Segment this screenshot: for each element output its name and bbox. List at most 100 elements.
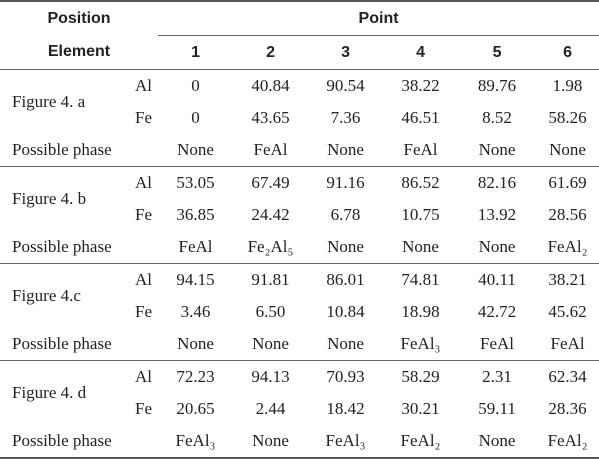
value-cell: 7.36 [330,108,361,127]
value-cell: 20.65 [176,399,215,418]
phase-cell: None [327,237,364,256]
value-cell: 86.52 [383,166,459,199]
element-row: Figure 4.c Al 94.15 91.81 86.01 74.81 40.11 38.… [0,263,599,328]
figure-label: Figure 4. b [0,166,120,231]
value-cell: 45.62 [548,302,587,321]
value-cell: 86.01 [308,263,384,296]
value-cell: 1.98 [536,69,599,102]
phase-cell: None [478,140,516,159]
value-cell: 94.13 [233,360,309,393]
element-row: Fe 36.85 24.42 6.78 10.75 13.92 28.56 [0,199,599,231]
phase-cell: FeAl₃ [158,425,234,459]
phase-cell: FeAl₃ [400,334,441,353]
point-number: 1 [191,43,200,61]
value-cell: 13.92 [477,205,517,224]
value-cell: 30.21 [401,399,440,418]
phase-cell: None [233,425,309,459]
value-cell: 91.81 [233,263,309,296]
value-cell: 72.23 [158,360,234,393]
phase-cell: FeAl [253,140,288,159]
phase-row: Possible phase None FeAl None FeAl None None [0,134,599,167]
phase-cell: None [327,140,364,159]
element-row: Fe 3.46 6.50 10.84 18.98 42.72 45.62 [0,296,599,328]
value-cell: 82.16 [458,166,537,199]
value-cell: 90.54 [308,69,384,102]
phase-cell: None [549,140,586,159]
value-cell: 59.11 [478,399,516,418]
phase-cell: FeAl [178,237,213,256]
value-cell: 38.21 [536,263,599,296]
value-cell: 24.42 [251,205,290,224]
value-cell: 42.72 [477,302,517,321]
point-number: 6 [563,43,572,61]
phase-cell: None [252,334,289,353]
phase-cell: FeAl [480,334,515,353]
value-cell: 89.76 [458,69,537,102]
phase-cell: None [177,140,214,159]
value-cell: 3.46 [180,302,211,321]
position-header: Position [0,0,159,36]
value-cell: 67.49 [233,166,309,199]
point-number: 5 [492,43,502,61]
phase-cell: FeAl₂ [383,425,459,459]
element-label: Fe [135,205,153,224]
phase-label: Possible phase [12,334,112,353]
header-row: Element 1 2 3 4 5 6 [0,36,599,70]
point-number: 4 [416,43,425,61]
element-label: Fe [135,302,153,321]
value-cell: 94.15 [158,263,234,296]
value-cell: 74.81 [383,263,459,296]
value-cell: 70.93 [308,360,384,393]
element-label: Fe [135,108,153,127]
phase-label: Possible phase [12,140,112,159]
phase-cell: None [177,334,214,353]
value-cell: 0 [158,69,234,102]
value-cell: 10.84 [326,302,365,321]
value-cell: 58.26 [548,108,587,127]
value-cell: 38.22 [383,69,459,102]
phase-cell: None [458,425,537,459]
value-cell: 0 [191,108,200,127]
header-row: Position Point [0,0,599,36]
value-cell: 61.69 [536,166,599,199]
phase-label: Possible phase [12,237,112,256]
value-cell: 43.65 [251,108,290,127]
element-header: Element [47,43,111,61]
phase-cell: Fe₂Al₅ [247,237,294,256]
phase-cell: None [478,237,516,256]
value-cell: 6.50 [255,302,286,321]
phase-cell: FeAl₂ [547,237,588,256]
figure-label: Figure 4.c [0,263,120,328]
value-cell: 58.29 [383,360,459,393]
element-label: Al [120,263,159,296]
value-cell: 8.52 [482,108,512,127]
element-row: Fe 0 43.65 7.36 46.51 8.52 58.26 [0,102,599,134]
value-cell: 91.16 [308,166,384,199]
figure-label: Figure 4. d [0,360,120,425]
element-row: Figure 4. d Al 72.23 94.13 70.93 58.29 2.31 62.… [0,360,599,425]
value-cell: 10.75 [401,205,440,224]
phase-row: Possible phase FeAl Fe₂Al₅ None None None FeAl… [0,231,599,264]
phase-cell: FeAl₃ [308,425,384,459]
point-header: Point [158,0,599,36]
value-cell: 53.05 [158,166,234,199]
value-cell: 46.51 [401,108,440,127]
value-cell: 40.84 [233,69,309,102]
phase-label: Possible phase [0,425,159,459]
phase-cell: FeAl₂ [536,425,599,459]
figure-label: Figure 4. a [0,69,120,134]
value-cell: 28.36 [548,399,587,418]
phase-row: Possible phase FeAl₃ None FeAl₃ FeAl₂ None FeA… [0,425,599,459]
phase-row: Possible phase None None None FeAl₃ FeAl FeAl [0,328,599,361]
value-cell: 36.85 [176,205,215,224]
point-number: 3 [341,43,350,61]
value-cell: 2.44 [255,399,286,418]
element-row: Figure 4. a Al 0 40.84 90.54 38.22 89.76 1.98 [0,69,599,134]
point-number: 2 [266,43,275,61]
phase-cell: FeAl [403,140,438,159]
phase-cell: FeAl [550,334,585,353]
value-cell: 18.98 [401,302,440,321]
value-cell: 28.56 [548,205,587,224]
